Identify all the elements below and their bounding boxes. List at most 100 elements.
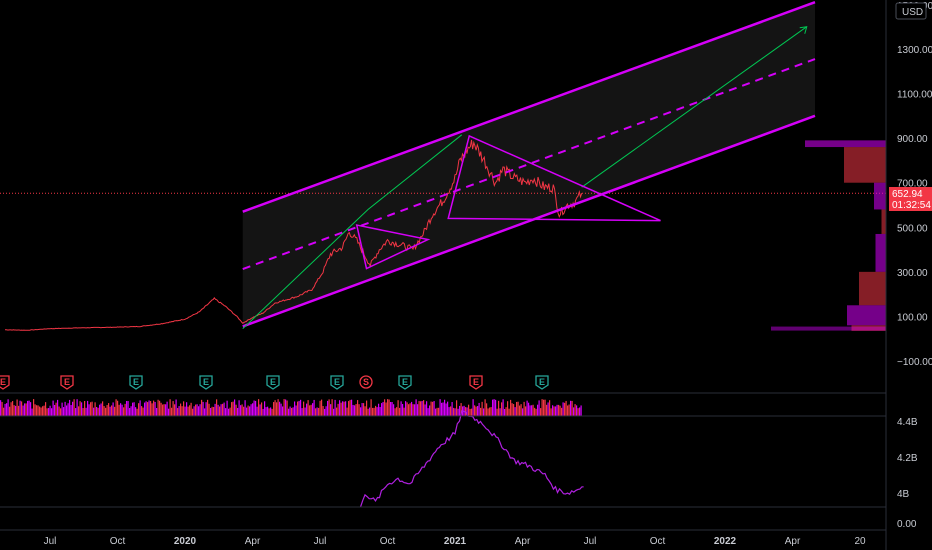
volume-bar <box>451 402 453 416</box>
volume-bar <box>7 399 9 416</box>
volume-bar <box>574 404 576 416</box>
volume-bar <box>399 407 401 416</box>
volume-bar <box>127 401 129 416</box>
volume-bar <box>417 404 419 416</box>
projection-target-line[interactable] <box>581 26 808 188</box>
earnings-badge[interactable] <box>469 375 483 390</box>
volume-bar <box>244 400 246 416</box>
indicator-line[interactable] <box>359 410 584 508</box>
projection-impulse[interactable] <box>242 134 463 330</box>
volume-bar <box>360 407 362 416</box>
time-scale[interactable]: Jul Oct 2020 Apr Jul Oct 2021 Apr Jul Oct 2022 Apr 2… <box>44 536 866 547</box>
earnings-badge[interactable] <box>199 375 213 390</box>
channel-median-line[interactable] <box>242 58 816 271</box>
volume-bar <box>43 405 45 416</box>
time-tick-label: Oct <box>380 536 396 547</box>
volume-bar <box>393 404 395 416</box>
volume-bar <box>352 404 354 416</box>
earnings-badge[interactable] <box>398 375 412 390</box>
volume-bar <box>214 403 216 416</box>
volume-bar <box>241 404 243 416</box>
price-tick-label: 300.00 <box>897 268 928 279</box>
volume-bar <box>114 406 116 416</box>
currency-badge[interactable] <box>895 2 927 20</box>
volume-bar <box>157 399 159 416</box>
volume-bar <box>537 404 539 416</box>
volume-bar <box>354 405 356 416</box>
indicator-tick-label: 4B <box>897 489 910 500</box>
volume-bar <box>25 403 27 416</box>
volume-bar <box>406 402 408 416</box>
volume-bar <box>145 401 147 416</box>
earnings-badge[interactable] <box>266 375 280 390</box>
volume-bar <box>514 407 516 416</box>
volume-bar <box>166 401 168 416</box>
price-line-series[interactable] <box>5 139 583 331</box>
volume-bar <box>480 407 482 416</box>
volume-bar <box>165 404 167 416</box>
earnings-badge[interactable] <box>330 375 344 390</box>
badge-letter: E <box>402 377 408 387</box>
volume-bar <box>547 402 549 416</box>
volume-bar <box>19 400 21 416</box>
volume-bar <box>222 403 224 416</box>
volume-bar <box>390 401 392 416</box>
volume-bar <box>111 405 113 416</box>
volume-bar <box>51 408 53 416</box>
volume-bar <box>103 406 105 416</box>
volume-bar <box>10 402 12 416</box>
volume-profile-bar <box>805 140 886 148</box>
volume-bar <box>220 404 222 416</box>
volume-bar <box>502 399 504 416</box>
descending-triangle[interactable] <box>447 134 661 222</box>
volume-bar <box>81 402 83 416</box>
indicator-scale[interactable]: 4.4B 4.2B 4B 0.00 <box>897 417 918 530</box>
volume-bar <box>282 406 284 416</box>
earnings-badge[interactable] <box>129 375 143 390</box>
volume-bar <box>54 404 56 416</box>
volume-bar <box>64 401 66 416</box>
badge-letter: E <box>0 377 6 387</box>
indicator-tick-label: 0.00 <box>897 519 917 530</box>
volume-bar <box>238 400 240 416</box>
volume-bar <box>67 403 69 416</box>
volume-bar <box>567 405 569 416</box>
volume-bar <box>243 406 245 416</box>
volume-bar <box>192 408 194 416</box>
volume-bar <box>87 400 89 416</box>
volume-bar <box>102 401 104 416</box>
volume-bar <box>300 399 302 416</box>
volume-bar <box>52 400 54 416</box>
volume-bar <box>486 403 488 416</box>
channel-upper-line[interactable] <box>242 1 816 213</box>
price-scale[interactable]: 1300.00 1100.00 900.00 700.00 500.00 300.00 10… <box>897 45 932 368</box>
earnings-badge[interactable] <box>60 375 74 390</box>
volume-bar <box>484 399 486 416</box>
volume-profile-bar <box>874 182 886 210</box>
earnings-badge[interactable] <box>535 375 549 390</box>
volume-bar <box>207 399 209 416</box>
split-badge[interactable] <box>359 375 373 389</box>
time-tick-label: Jul <box>44 536 57 547</box>
volume-bar <box>501 402 503 416</box>
volume-bar <box>442 402 444 416</box>
volume-bar <box>175 399 177 416</box>
symmetrical-triangle[interactable] <box>355 224 431 270</box>
channel-lower-line[interactable] <box>242 114 816 328</box>
volume-bar <box>531 405 533 416</box>
drawing-tools-group[interactable] <box>242 1 816 330</box>
volume-bar <box>276 402 278 416</box>
volume-bar <box>564 402 566 416</box>
volume-profile-bar <box>875 233 886 272</box>
volume-bar <box>405 401 407 416</box>
volume-bar <box>439 399 441 416</box>
volume-bar <box>196 404 198 416</box>
earnings-badge[interactable] <box>0 375 10 390</box>
volume-bar <box>456 400 458 416</box>
volume-bar <box>84 401 86 416</box>
volume-bar <box>555 406 557 416</box>
volume-bar <box>366 400 368 416</box>
volume-bar <box>252 403 254 416</box>
